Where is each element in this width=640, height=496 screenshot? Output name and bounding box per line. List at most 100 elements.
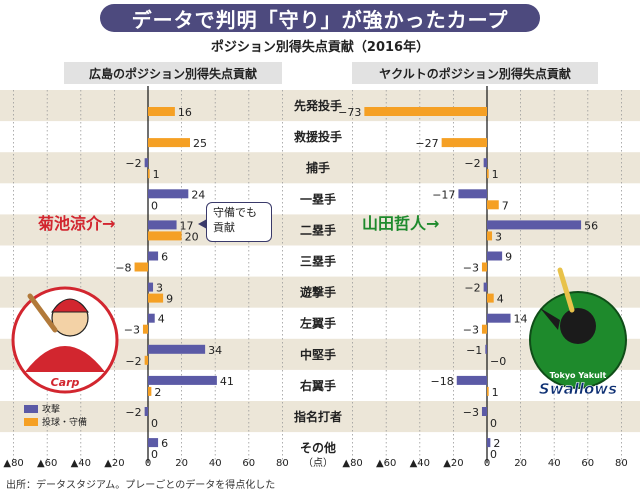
right-bar-defense [487,169,489,179]
carp-logo-cap [51,298,89,313]
category-label: 救援投手 [294,129,342,144]
category-label: 先発投手 [294,98,342,113]
left-data-label-attack: 6 [161,251,168,264]
swallows-logo-bird [560,308,596,344]
right-data-label-attack: −1 [466,344,482,357]
right-bar-attack [487,220,582,230]
legend-swatch-attack [24,404,38,413]
right-data-label-attack: −2 [464,282,480,295]
left-bar-defense [148,138,190,148]
left-data-label-attack: −2 [125,406,141,419]
left-bar-defense [148,231,182,241]
left-tick-label: 80 [276,458,289,469]
right-bar-defense [487,200,499,210]
right-data-label-defense: −27 [415,137,438,150]
row-band [0,276,640,308]
right-data-label-attack: −18 [431,375,454,388]
swallows-logo-top-text: Tokyo Yakult [550,371,607,380]
right-data-label-defense: −0 [490,355,506,368]
left-tick-label: ▲80 [3,458,23,469]
left-data-label-attack: 17 [180,219,194,232]
row-band [0,152,640,184]
right-data-label-defense: −73 [338,106,361,119]
carp-logo: Carp [11,286,119,394]
left-bar-defense [148,386,152,396]
legend-item-defense: 投球・守備 [24,415,87,428]
left-bar-defense [142,324,148,334]
left-bar-attack [148,313,155,323]
left-data-label-defense: 25 [193,137,207,150]
right-data-label-defense: 1 [492,168,499,181]
swallows-logo-wing [540,308,560,330]
category-label: その他 [300,440,336,455]
left-data-label-defense: 0 [151,417,158,430]
left-data-label-defense: 16 [178,106,192,119]
left-player-annotation: 菊池涼介→ [38,214,116,233]
left-bar-defense [148,293,164,303]
row-band [0,214,640,246]
left-bar-attack [148,438,159,448]
right-bar-defense [364,107,487,116]
right-bar-defense [487,293,494,303]
left-tick-label: ▲40 [71,458,91,469]
legend-swatch-defense [24,417,38,426]
left-data-label-defense: 9 [166,293,173,306]
category-label: 右翼手 [299,378,336,393]
carp-logo-text: Carp [51,376,80,389]
category-label: 遊撃手 [300,285,336,300]
right-panel-header-band [352,62,598,84]
category-label: 指名打者 [294,409,342,424]
right-bar-attack [483,158,487,168]
right-bar-attack [485,344,487,354]
right-bar-attack [487,251,503,261]
left-data-label-defense: 0 [151,448,158,461]
left-bar-defense [148,169,150,179]
right-tick-label: ▲80 [342,458,362,469]
right-bar-attack [483,282,487,292]
right-bar-attack [481,407,487,416]
right-bar-defense [481,262,487,272]
axis-unit-label: （点） [303,457,333,469]
right-data-label-attack: 9 [505,251,512,264]
legend: 攻撃 投球・守備 [24,402,87,428]
left-data-label-defense: −8 [115,262,131,275]
source-note: 出所：データスタジアム。プレーごとのデータを得点化した [6,480,276,491]
right-bar-attack [487,438,491,448]
right-data-label-defense: 3 [495,230,502,243]
left-data-label-attack: 34 [208,344,222,357]
left-data-label-defense: 0 [151,199,158,212]
right-data-label-attack: 2 [493,437,500,450]
right-bar-defense [441,138,487,148]
swallows-logo-main-text: Swallows [539,380,617,398]
left-tick-label: ▲60 [37,458,57,469]
right-bar-defense [481,324,487,334]
left-data-label-attack: 3 [156,282,163,295]
right-data-label-defense: 1 [492,386,499,399]
left-data-label-defense: 2 [154,386,161,399]
category-label: 中堅手 [300,347,336,362]
right-bar-defense [487,386,489,396]
left-bar-defense [134,262,148,272]
left-data-label-attack: −2 [125,157,141,170]
carp-logo-bat [27,293,58,333]
left-bar-attack [148,375,217,385]
right-bar-defense [487,231,493,241]
legend-label-attack: 攻撃 [42,405,61,415]
category-label: 左翼手 [299,316,336,331]
category-label: 二塁手 [300,222,336,237]
left-data-label-defense: 1 [153,168,160,181]
right-tick-label: 60 [581,458,594,469]
left-bar-attack [144,407,148,416]
left-data-label-defense: −2 [125,355,141,368]
right-data-label-defense: 7 [502,199,509,212]
swallows-logo-bat [557,267,575,313]
left-panel-title: 広島のポジション別得失点貢献 [89,66,257,81]
right-bar-attack [458,189,487,199]
right-data-label-defense: 0 [490,417,497,430]
left-bar-attack [144,158,148,168]
right-tick-label: ▲40 [410,458,430,469]
right-data-label-defense: 4 [497,293,504,306]
left-tick-label: 60 [242,458,255,469]
